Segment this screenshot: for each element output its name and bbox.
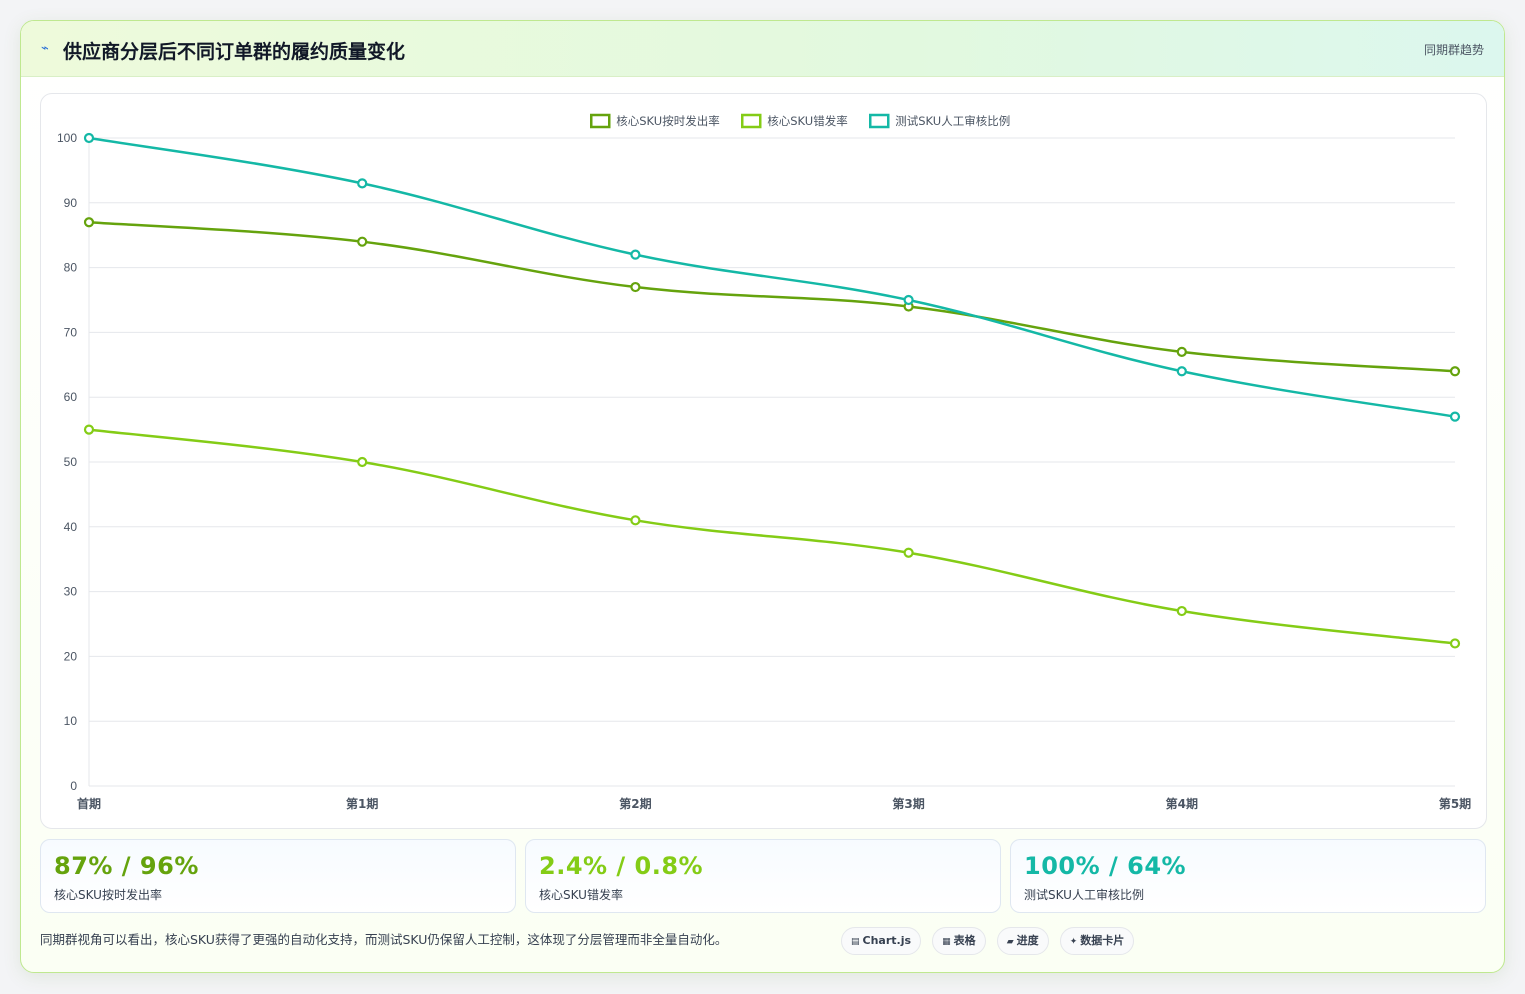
x-tick-label: 第2期 bbox=[619, 796, 651, 811]
x-tick-label: 第4期 bbox=[1166, 796, 1198, 811]
y-tick-label: 20 bbox=[64, 649, 78, 663]
data-point bbox=[1176, 346, 1187, 357]
y-tick-label: 40 bbox=[64, 520, 78, 534]
chip-label: 数据卡片 bbox=[1080, 934, 1125, 947]
series-line-1 bbox=[88, 220, 1456, 373]
chip-data-card[interactable]: ✦ 数据卡片 bbox=[1059, 927, 1135, 955]
stat-card-error-rate: 2.4% / 0.8% 核心SKU错发率 bbox=[525, 839, 1001, 913]
sparkle-icon: ✦ bbox=[1069, 937, 1078, 947]
legend-label: 核心SKU按时发出率 bbox=[616, 114, 719, 128]
x-tick-label: 第3期 bbox=[892, 796, 924, 811]
data-point bbox=[1449, 411, 1461, 422]
line-chart: 0 10 20 30 40 50 60 70 80 90 100 首期 第1期 第2期 第3期 第4期 第5期 核… bbox=[57, 113, 1471, 811]
page-title: 供应商分层后不同订单群的履约质量变化 bbox=[63, 41, 406, 63]
y-tick-label: 70 bbox=[64, 325, 78, 339]
data-point bbox=[630, 249, 641, 260]
trend-tag: 同期群趋势 bbox=[1423, 43, 1484, 57]
stat-value: 100% / 64% bbox=[1024, 852, 1187, 880]
data-point bbox=[1176, 366, 1187, 377]
stat-value: 87% / 96% bbox=[54, 852, 199, 880]
data-point bbox=[630, 515, 641, 526]
x-tick-label: 第5期 bbox=[1439, 796, 1471, 811]
card-header: ⌁ 供应商分层后不同订单群的履约质量变化 同期群趋势 bbox=[21, 21, 1504, 77]
y-tick-label: 60 bbox=[64, 390, 78, 404]
data-point bbox=[630, 281, 641, 293]
y-tick-label: 10 bbox=[64, 714, 78, 728]
chart-line-icon: ⌁ bbox=[41, 41, 49, 56]
footer-note: 同期群视角可以看出，核心SKU获得了更强的自动化支持，而测试SKU仍保留人工控制… bbox=[40, 932, 728, 947]
chart-container: 0 10 20 30 40 50 60 70 80 90 100 首期 第1期 第2期 第3期 第4期 第5期 核… bbox=[40, 93, 1487, 829]
stat-label: 核心SKU错发率 bbox=[539, 888, 623, 902]
chart-icon: ▤ bbox=[851, 937, 860, 947]
data-point bbox=[83, 424, 95, 435]
dashboard-card: ⌁ 供应商分层后不同订单群的履约质量变化 同期群趋势 0 10 20 30 40 50 60… bbox=[20, 20, 1505, 973]
chip-label: 进度 bbox=[1016, 934, 1039, 947]
data-point bbox=[83, 132, 95, 144]
data-point bbox=[1176, 605, 1187, 617]
legend-swatch bbox=[590, 113, 611, 129]
x-tick-label: 首期 bbox=[77, 796, 101, 811]
data-point bbox=[903, 294, 914, 306]
legend-label: 测试SKU人工审核比例 bbox=[895, 114, 1010, 128]
series-line-3 bbox=[88, 136, 1456, 418]
data-point bbox=[357, 236, 368, 247]
y-tick-label: 0 bbox=[70, 779, 77, 793]
y-tick-label: 50 bbox=[64, 455, 78, 469]
y-tick-label: 30 bbox=[64, 585, 78, 599]
chip-progress[interactable]: ▰ 进度 bbox=[996, 927, 1049, 955]
y-tick-label: 100 bbox=[57, 131, 77, 145]
x-tick-label: 第1期 bbox=[346, 796, 378, 811]
y-tick-label: 80 bbox=[64, 261, 78, 275]
chip-label: 表格 bbox=[953, 934, 976, 947]
data-point bbox=[1449, 366, 1461, 377]
data-point bbox=[357, 178, 368, 189]
stat-card-on-time-rate: 87% / 96% 核心SKU按时发出率 bbox=[40, 839, 516, 913]
legend-swatch bbox=[869, 113, 890, 129]
data-point bbox=[1449, 638, 1461, 649]
y-tick-label: 90 bbox=[64, 196, 78, 210]
table-icon: ▦ bbox=[942, 937, 951, 947]
progress-icon: ▰ bbox=[1006, 937, 1014, 947]
chip-chartjs[interactable]: ▤ Chart.js bbox=[841, 927, 922, 955]
stat-label: 核心SKU按时发出率 bbox=[54, 888, 162, 902]
chip-group: ▤ Chart.js ▦ 表格 ▰ 进度 ✦ 数据卡片 bbox=[841, 927, 1140, 955]
chip-label: Chart.js bbox=[862, 934, 912, 947]
legend-label: 核心SKU错发率 bbox=[767, 114, 847, 128]
data-point bbox=[903, 547, 914, 558]
series-line-2 bbox=[88, 428, 1456, 645]
data-point bbox=[357, 456, 368, 468]
data-point bbox=[83, 217, 95, 228]
stat-label: 测试SKU人工审核比例 bbox=[1024, 888, 1144, 902]
chip-table[interactable]: ▦ 表格 bbox=[932, 927, 986, 955]
legend-swatch bbox=[741, 113, 762, 129]
stat-value: 2.4% / 0.8% bbox=[539, 852, 704, 880]
stat-card-manual-review: 100% / 64% 测试SKU人工审核比例 bbox=[1010, 839, 1486, 913]
